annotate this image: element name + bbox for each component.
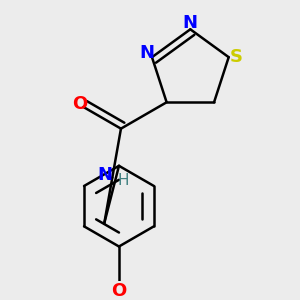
Text: H: H (117, 173, 129, 188)
Text: N: N (183, 14, 198, 32)
Text: N: N (97, 166, 112, 184)
Text: O: O (111, 283, 127, 300)
Text: S: S (230, 48, 243, 66)
Text: O: O (73, 95, 88, 113)
Text: N: N (140, 44, 155, 62)
